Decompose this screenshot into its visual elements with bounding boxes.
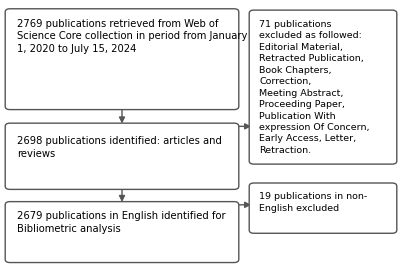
FancyBboxPatch shape — [5, 202, 239, 263]
Text: 2679 publications in English identified for
Bibliometric analysis: 2679 publications in English identified … — [17, 211, 226, 234]
FancyBboxPatch shape — [249, 183, 397, 233]
FancyBboxPatch shape — [5, 123, 239, 189]
Text: 2769 publications retrieved from Web of
Science Core collection in period from J: 2769 publications retrieved from Web of … — [17, 19, 248, 54]
FancyBboxPatch shape — [249, 10, 397, 164]
Text: 71 publications
excluded as followed:
Editorial Material,
Retracted Publication,: 71 publications excluded as followed: Ed… — [259, 20, 370, 155]
FancyBboxPatch shape — [5, 9, 239, 110]
Text: 19 publications in non-
English excluded: 19 publications in non- English excluded — [259, 192, 368, 213]
Text: 2698 publications identified: articles and
reviews: 2698 publications identified: articles a… — [17, 136, 222, 159]
